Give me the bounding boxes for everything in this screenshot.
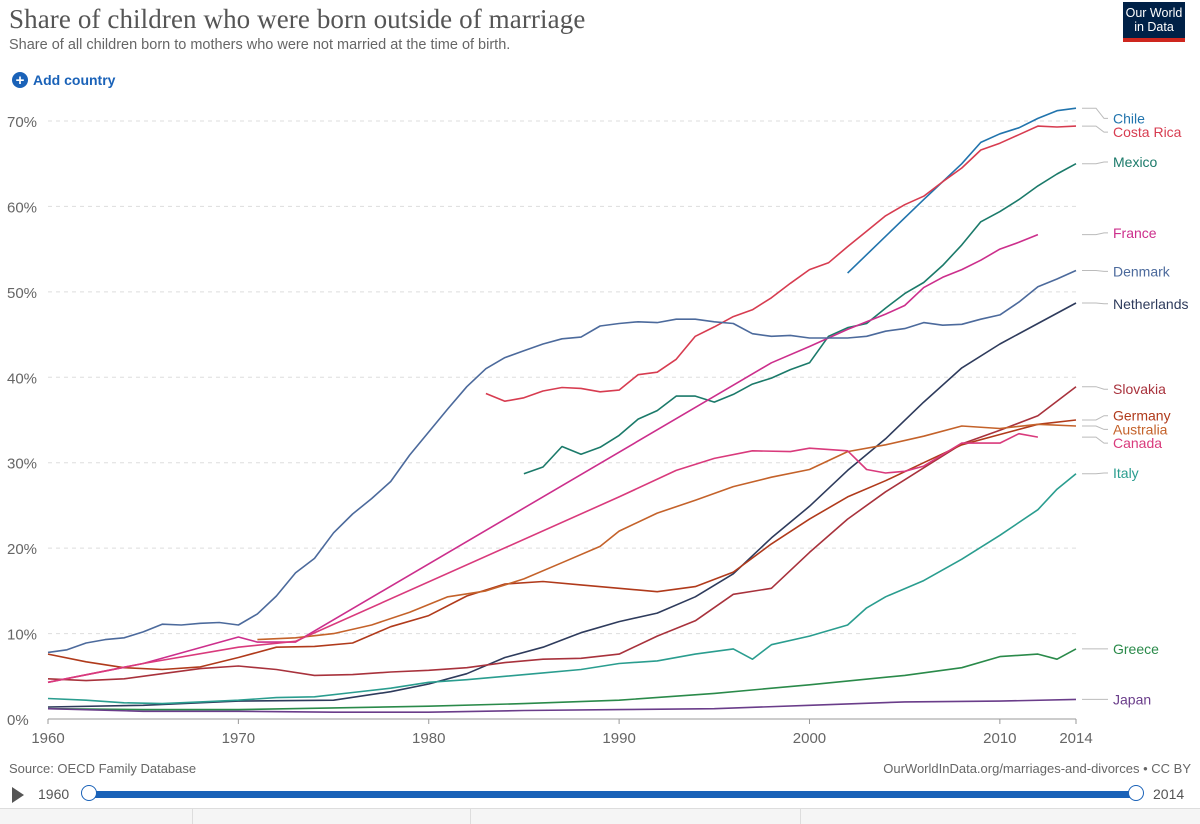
legend-connector (1082, 107, 1108, 119)
y-tick-label: 0% (7, 712, 29, 729)
series-line-greece[interactable] (47, 648, 1077, 711)
legend-label[interactable]: Mexico (1113, 154, 1158, 170)
series-line-denmark[interactable] (47, 269, 1077, 654)
line-chart[interactable]: 0% 10% 20% 30% 40% 50% 60% 70% 1960 1970 1980 1990 2… (0, 95, 1200, 755)
legend-label[interactable]: Greece (1113, 641, 1159, 657)
legend-connector (1082, 415, 1108, 421)
series-line-chile[interactable] (847, 107, 1077, 274)
legend-connector (1082, 302, 1108, 305)
x-tick-label: 1970 (222, 730, 255, 747)
legend-label[interactable]: Chile (1113, 110, 1145, 126)
legend-label[interactable]: Australia (1113, 421, 1168, 437)
legend-connector (1082, 436, 1108, 444)
legend-connector (1082, 161, 1108, 165)
legend-connector (1082, 232, 1108, 236)
y-tick-label: 10% (7, 627, 37, 644)
x-tick-label: 1960 (31, 730, 64, 747)
plus-circle-icon: + (12, 72, 28, 88)
legend-connector (1082, 270, 1108, 272)
x-tick-label: 1980 (412, 730, 445, 747)
tab-divider (470, 809, 471, 824)
timeline-start-handle[interactable] (81, 785, 97, 801)
legend-label[interactable]: Netherlands (1113, 296, 1189, 312)
legend-label[interactable]: Canada (1113, 435, 1162, 451)
add-country-button[interactable]: + Add country (12, 72, 115, 88)
tab-bar (0, 808, 1200, 824)
legend-label[interactable]: Slovakia (1113, 381, 1166, 397)
series-line-japan[interactable] (47, 698, 1077, 714)
timeline-start-label: 1960 (38, 786, 70, 802)
x-tick-label: 1990 (602, 730, 635, 747)
y-tick-label: 70% (7, 114, 37, 131)
x-tick-label: 2014 (1059, 730, 1092, 747)
timeline-end-handle[interactable] (1128, 785, 1144, 801)
y-tick-label: 60% (7, 199, 37, 216)
series-line-canada[interactable] (47, 432, 1039, 684)
x-tick-label: 2010 (983, 730, 1016, 747)
tab-divider (192, 809, 193, 824)
add-country-label: Add country (33, 72, 116, 88)
series-line-costa-rica[interactable] (485, 125, 1077, 403)
legend-label[interactable]: Japan (1113, 691, 1151, 707)
source-note[interactable]: Source: OECD Family Database (9, 761, 197, 776)
series-line-france[interactable] (47, 233, 1039, 684)
series-line-australia[interactable] (257, 423, 1077, 641)
y-tick-label: 50% (7, 285, 37, 302)
legend-label[interactable]: Germany (1113, 408, 1171, 424)
logo-line-2: in Data (1134, 20, 1174, 34)
logo-red-bar (1123, 38, 1185, 42)
legend-connector (1082, 472, 1108, 475)
series-line-mexico[interactable] (523, 162, 1077, 475)
legend-connector (1082, 386, 1108, 390)
y-tick-label: 40% (7, 370, 37, 387)
series-line-netherlands[interactable] (47, 302, 1077, 708)
legend-label[interactable]: France (1113, 225, 1157, 241)
timeline-end-label: 2014 (1153, 786, 1185, 802)
chart-subtitle: Share of all children born to mothers wh… (9, 37, 511, 53)
timeline: 1960 2014 (0, 780, 1200, 808)
attribution-link[interactable]: OurWorldInData.org/marriages-and-divorce… (883, 761, 1191, 776)
y-tick-label: 30% (7, 456, 37, 473)
owid-logo[interactable]: Our World in Data (1123, 2, 1185, 42)
chart-title: Share of children who were born outside … (9, 4, 586, 34)
legend-label[interactable]: Italy (1113, 465, 1139, 481)
logo-line-1: Our World (1125, 6, 1183, 20)
series-line-italy[interactable] (47, 473, 1077, 705)
legend-connector (1082, 425, 1108, 430)
series-line-slovakia[interactable] (47, 386, 1077, 682)
legend-label[interactable]: Denmark (1113, 263, 1171, 279)
series-line-germany[interactable] (47, 419, 1077, 671)
tab-divider (800, 809, 801, 824)
legend-label[interactable]: Costa Rica (1113, 124, 1182, 140)
x-tick-label: 2000 (793, 730, 826, 747)
legend-connector (1082, 125, 1108, 133)
y-tick-label: 20% (7, 541, 37, 558)
play-icon[interactable] (12, 787, 24, 803)
timeline-track[interactable] (89, 791, 1136, 798)
